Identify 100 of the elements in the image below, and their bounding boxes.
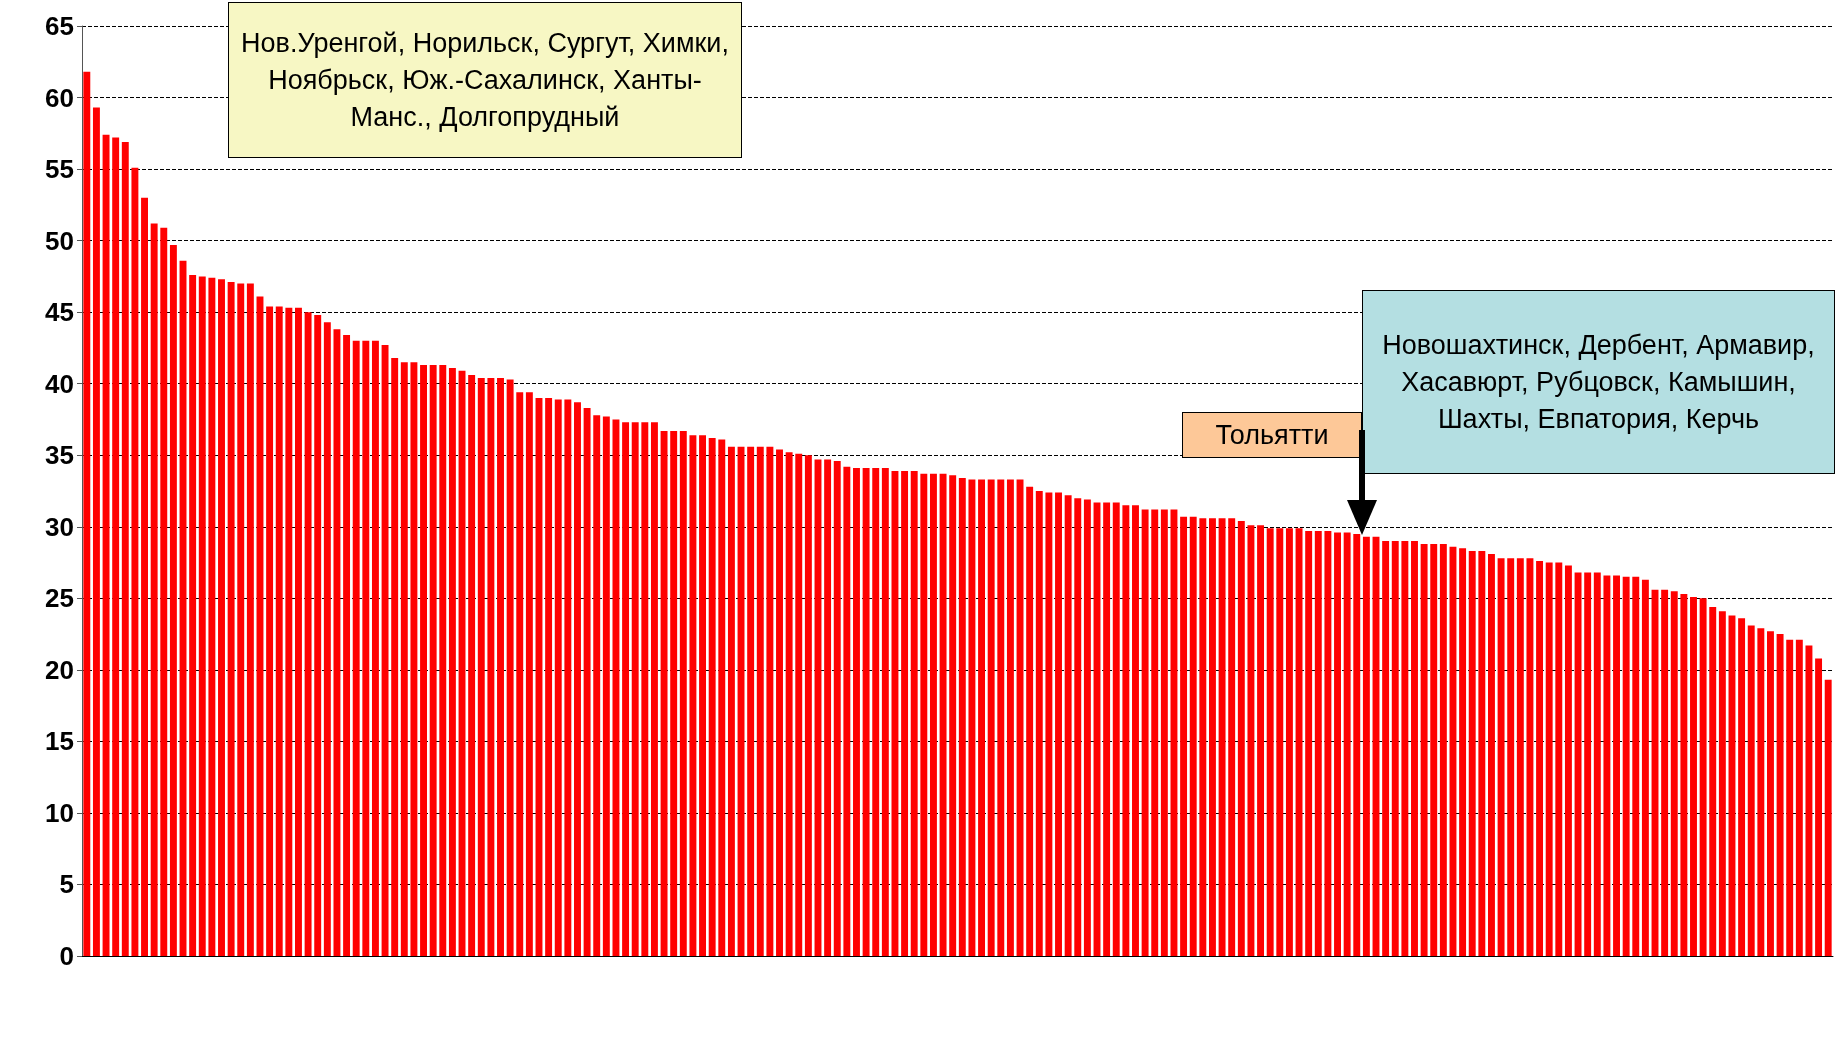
bar xyxy=(1055,492,1062,956)
y-tick-label: 40 xyxy=(45,368,74,399)
bar xyxy=(92,107,100,956)
bar xyxy=(1074,498,1082,956)
bar xyxy=(1805,645,1813,956)
bar xyxy=(978,479,986,956)
bar xyxy=(1507,558,1515,956)
bar xyxy=(1132,505,1139,956)
bar xyxy=(756,446,764,956)
bar xyxy=(506,379,514,956)
bar xyxy=(574,402,581,956)
bar xyxy=(1555,562,1563,956)
bar xyxy=(1613,575,1620,956)
y-tick-label: 20 xyxy=(45,654,74,685)
bar xyxy=(804,455,812,956)
bar xyxy=(371,340,379,956)
bar xyxy=(1420,543,1428,956)
bar xyxy=(237,283,245,956)
bar xyxy=(1305,531,1313,956)
bar xyxy=(1064,495,1072,956)
bar xyxy=(285,307,293,956)
bar xyxy=(583,408,591,956)
bar xyxy=(1112,502,1120,956)
bar xyxy=(1228,518,1236,956)
bar xyxy=(920,473,928,956)
bar xyxy=(487,377,495,956)
bar xyxy=(1122,505,1130,956)
bar xyxy=(1536,561,1544,956)
bar xyxy=(1516,558,1524,956)
y-tick-label: 60 xyxy=(45,82,74,113)
bar xyxy=(1699,598,1707,956)
bar xyxy=(227,282,235,956)
annotation: Тольятти xyxy=(1215,418,1329,452)
bar xyxy=(112,137,120,956)
bar xyxy=(679,430,687,956)
annotation: Новошахтинск, Дербент, Армавир, Хасавюрт, Рубцовск, Камышин, Шахты, Евпатория, Керчь xyxy=(1381,328,1816,436)
y-tick-label: 65 xyxy=(45,11,74,41)
bar xyxy=(1324,531,1332,956)
bar xyxy=(1718,611,1726,956)
bar xyxy=(1382,541,1390,956)
bar xyxy=(1411,541,1418,956)
bar xyxy=(1247,525,1255,956)
bar xyxy=(1401,541,1409,956)
bar xyxy=(1709,606,1717,956)
callout-box: Тольятти xyxy=(1182,412,1362,458)
bar xyxy=(1680,594,1688,956)
bar xyxy=(198,276,206,956)
bar xyxy=(352,340,360,956)
bar xyxy=(333,329,341,956)
bar xyxy=(381,345,389,956)
bar xyxy=(727,446,735,956)
bar xyxy=(862,468,870,956)
bar xyxy=(641,422,649,956)
bar xyxy=(1334,532,1341,956)
bar xyxy=(689,435,697,956)
bar xyxy=(718,439,726,956)
bar xyxy=(1622,576,1630,956)
bar xyxy=(670,430,678,956)
bar xyxy=(131,167,139,956)
bar xyxy=(660,430,668,956)
bar xyxy=(958,478,966,956)
bar xyxy=(1160,509,1168,956)
bar xyxy=(872,468,880,956)
bar xyxy=(1478,551,1486,956)
bar xyxy=(218,279,225,956)
bar xyxy=(1035,491,1043,956)
y-tick-label: 25 xyxy=(45,583,74,614)
bar xyxy=(1747,625,1755,956)
bar xyxy=(1526,558,1534,956)
bar xyxy=(429,365,437,956)
bar xyxy=(1603,575,1611,956)
y-tick-label: 15 xyxy=(45,726,74,757)
bar xyxy=(1180,516,1188,956)
bar xyxy=(1439,543,1447,956)
bar xyxy=(160,227,168,956)
bar xyxy=(593,415,601,956)
bar xyxy=(1641,579,1649,956)
bar xyxy=(708,438,716,956)
bar xyxy=(1237,521,1245,956)
bar xyxy=(246,283,254,956)
bar xyxy=(910,470,918,956)
bar xyxy=(439,365,447,956)
bar xyxy=(824,459,832,956)
bar xyxy=(1151,509,1159,956)
bar xyxy=(448,367,456,956)
y-tick-label: 45 xyxy=(45,297,74,328)
bar xyxy=(208,277,216,956)
bar xyxy=(622,422,630,956)
bar xyxy=(189,274,197,956)
bar xyxy=(1564,565,1572,956)
callout-box: Новошахтинск, Дербент, Армавир, Хасавюрт, Рубцовск, Камышин, Шахты, Евпатория, Керчь xyxy=(1362,290,1835,474)
bar xyxy=(1776,634,1784,956)
bar xyxy=(901,470,909,956)
callout-box: Нов.Уренгой, Норильск, Сургут, Химки, Ноябрьск, Юж.-Сахалинск, Ханты-Манс., Долгопрудный xyxy=(228,2,742,158)
annotation: Нов.Уренгой, Норильск, Сургут, Химки, Ноябрьск, Юж.-Сахалинск, Ханты-Манс., Долгопрудный xyxy=(240,26,730,134)
bar xyxy=(1593,572,1601,956)
bar xyxy=(1314,531,1322,956)
bar xyxy=(776,449,783,956)
bar xyxy=(1276,528,1284,956)
bar xyxy=(1497,558,1505,956)
